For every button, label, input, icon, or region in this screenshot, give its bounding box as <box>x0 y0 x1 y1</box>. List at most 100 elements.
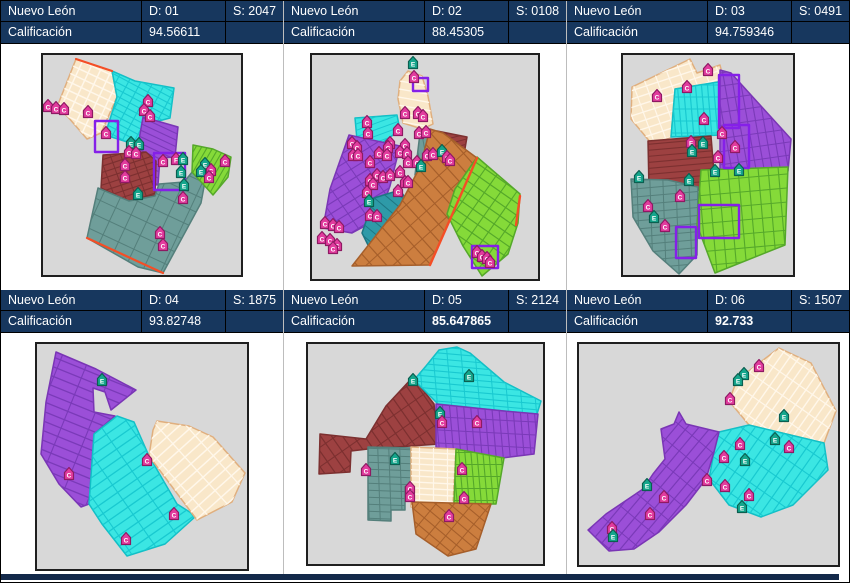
house-marker-c-icon[interactable]: C <box>361 114 373 129</box>
house-marker-c-icon[interactable]: C <box>417 108 429 123</box>
house-marker-c-icon[interactable]: C <box>783 439 794 454</box>
house-marker-c-icon[interactable]: C <box>100 125 112 140</box>
district-map[interactable]: CCCCCCCCEECCCCCFEEECECCECECC <box>41 53 243 277</box>
house-marker-e-icon[interactable]: E <box>736 499 747 514</box>
house-marker-c-icon[interactable]: C <box>58 101 70 116</box>
house-marker-e-icon[interactable]: E <box>415 158 427 173</box>
house-marker-c-icon[interactable]: C <box>327 240 339 255</box>
house-marker-e-icon[interactable]: E <box>733 162 745 177</box>
house-marker-e-icon[interactable]: E <box>697 135 709 150</box>
house-marker-c-icon[interactable]: C <box>381 147 393 162</box>
house-marker-e-icon[interactable]: E <box>641 477 652 492</box>
house-marker-c-icon[interactable]: C <box>471 414 482 429</box>
house-marker-e-icon[interactable]: E <box>177 151 189 166</box>
house-marker-c-icon[interactable]: C <box>651 88 663 103</box>
district-map[interactable]: EEECCECCCCCC <box>305 342 545 566</box>
house-marker-c-icon[interactable]: C <box>436 414 447 429</box>
house-marker-c-icon[interactable]: C <box>203 169 215 184</box>
house-marker-e-icon[interactable]: E <box>175 164 187 179</box>
house-marker-e-icon[interactable]: E <box>132 186 144 201</box>
house-marker-c-icon[interactable]: C <box>729 139 741 154</box>
house-marker-e-icon[interactable]: E <box>709 163 721 178</box>
house-marker-c-icon[interactable]: C <box>392 183 404 198</box>
house-marker-e-icon[interactable]: E <box>686 143 698 158</box>
house-marker-c-icon[interactable]: C <box>120 531 132 546</box>
house-marker-c-icon[interactable]: C <box>168 506 180 521</box>
house-marker-c-icon[interactable]: C <box>219 153 231 168</box>
house-marker-e-icon[interactable]: E <box>407 372 418 387</box>
house-marker-c-icon[interactable]: C <box>119 157 131 172</box>
house-marker-c-icon[interactable]: C <box>177 190 189 205</box>
house-marker-c-icon[interactable]: C <box>444 152 456 167</box>
house-marker-f-icon[interactable]: F <box>685 134 697 149</box>
house-marker-e-icon[interactable]: E <box>363 193 375 208</box>
house-marker-e-icon[interactable]: E <box>195 163 207 178</box>
district-map[interactable]: E C C C C <box>35 342 249 571</box>
house-marker-e-icon[interactable]: E <box>178 177 190 192</box>
house-marker-c-icon[interactable]: C <box>119 169 131 184</box>
house-marker-c-icon[interactable]: C <box>420 124 432 139</box>
house-marker-e-icon[interactable]: E <box>407 55 419 70</box>
house-marker-c-icon[interactable]: C <box>659 218 671 233</box>
house-marker-c-icon[interactable]: C <box>141 452 153 467</box>
house-marker-c-icon[interactable]: C <box>130 145 142 160</box>
house-marker-c-icon[interactable]: C <box>658 489 669 504</box>
house-marker-c-icon[interactable]: C <box>734 436 745 451</box>
house-marker-c-icon[interactable]: C <box>644 506 655 521</box>
house-marker-c-icon[interactable]: C <box>352 147 364 162</box>
house-marker-c-icon[interactable]: C <box>753 358 764 373</box>
house-marker-c-icon[interactable]: C <box>743 487 754 502</box>
house-marker-c-icon[interactable]: C <box>456 461 467 476</box>
house-marker-c-icon[interactable]: C <box>458 490 469 505</box>
house-marker-e-icon[interactable]: E <box>732 372 743 387</box>
house-marker-c-icon[interactable]: C <box>154 225 166 240</box>
house-marker-e-icon[interactable]: E <box>648 209 660 224</box>
house-marker-c-icon[interactable]: C <box>484 254 496 269</box>
house-marker-c-icon[interactable]: C <box>443 508 454 523</box>
house-marker-e-icon[interactable]: E <box>463 368 474 383</box>
house-marker-e-icon[interactable]: E <box>683 172 695 187</box>
house-marker-e-icon[interactable]: E <box>633 169 645 184</box>
house-marker-c-icon[interactable]: C <box>371 208 383 223</box>
house-marker-c-icon[interactable]: C <box>392 122 404 137</box>
house-marker-c-icon[interactable]: C <box>360 462 371 477</box>
house-marker-c-icon[interactable]: C <box>719 478 730 493</box>
house-marker-c-icon[interactable]: C <box>157 237 169 252</box>
house-marker-e-icon[interactable]: E <box>96 372 108 387</box>
house-marker-c-icon[interactable]: C <box>642 198 654 213</box>
house-marker-c-icon[interactable]: C <box>408 69 420 84</box>
house-marker-c-icon[interactable]: C <box>716 125 728 140</box>
house-marker-c-icon[interactable]: C <box>724 391 735 406</box>
house-marker-c-icon[interactable]: C <box>394 164 406 179</box>
house-marker-c-icon[interactable]: C <box>384 167 396 182</box>
house-marker-c-icon[interactable]: C <box>399 105 411 120</box>
svg-text:C: C <box>148 115 153 122</box>
district-map[interactable]: CEECEECCCECCCEECCCE <box>576 342 840 567</box>
house-marker-c-icon[interactable]: C <box>718 449 729 464</box>
house-marker-c-icon[interactable]: C <box>701 472 712 487</box>
svg-text:E: E <box>687 179 692 186</box>
house-marker-c-icon[interactable]: C <box>362 125 374 140</box>
house-marker-e-icon[interactable]: E <box>769 431 780 446</box>
house-marker-c-icon[interactable]: C <box>63 466 75 481</box>
house-marker-c-icon[interactable]: C <box>401 145 413 160</box>
district-map[interactable]: ECCCCCCCCCCCCCCCCCCCCCCCECCCCECCCCCCCCCC… <box>310 53 540 281</box>
house-marker-c-icon[interactable]: C <box>82 104 94 119</box>
house-marker-e-icon[interactable]: E <box>607 528 618 543</box>
house-marker-c-icon[interactable]: C <box>404 488 415 503</box>
house-marker-c-icon[interactable]: C <box>702 62 714 77</box>
house-marker-c-icon[interactable]: C <box>157 153 169 168</box>
svg-text:C: C <box>398 151 403 158</box>
house-marker-c-icon[interactable]: C <box>333 219 345 234</box>
house-marker-c-icon[interactable]: C <box>402 174 414 189</box>
house-marker-c-icon[interactable]: C <box>144 108 156 123</box>
house-marker-e-icon[interactable]: E <box>389 451 400 466</box>
house-marker-c-icon[interactable]: C <box>674 188 686 203</box>
house-marker-c-icon[interactable]: C <box>681 79 693 94</box>
house-marker-c-icon[interactable]: C <box>712 149 724 164</box>
house-marker-e-icon[interactable]: E <box>739 452 750 467</box>
house-marker-e-icon[interactable]: E <box>778 408 789 423</box>
house-marker-c-icon[interactable]: C <box>364 154 376 169</box>
house-marker-c-icon[interactable]: C <box>698 111 710 126</box>
